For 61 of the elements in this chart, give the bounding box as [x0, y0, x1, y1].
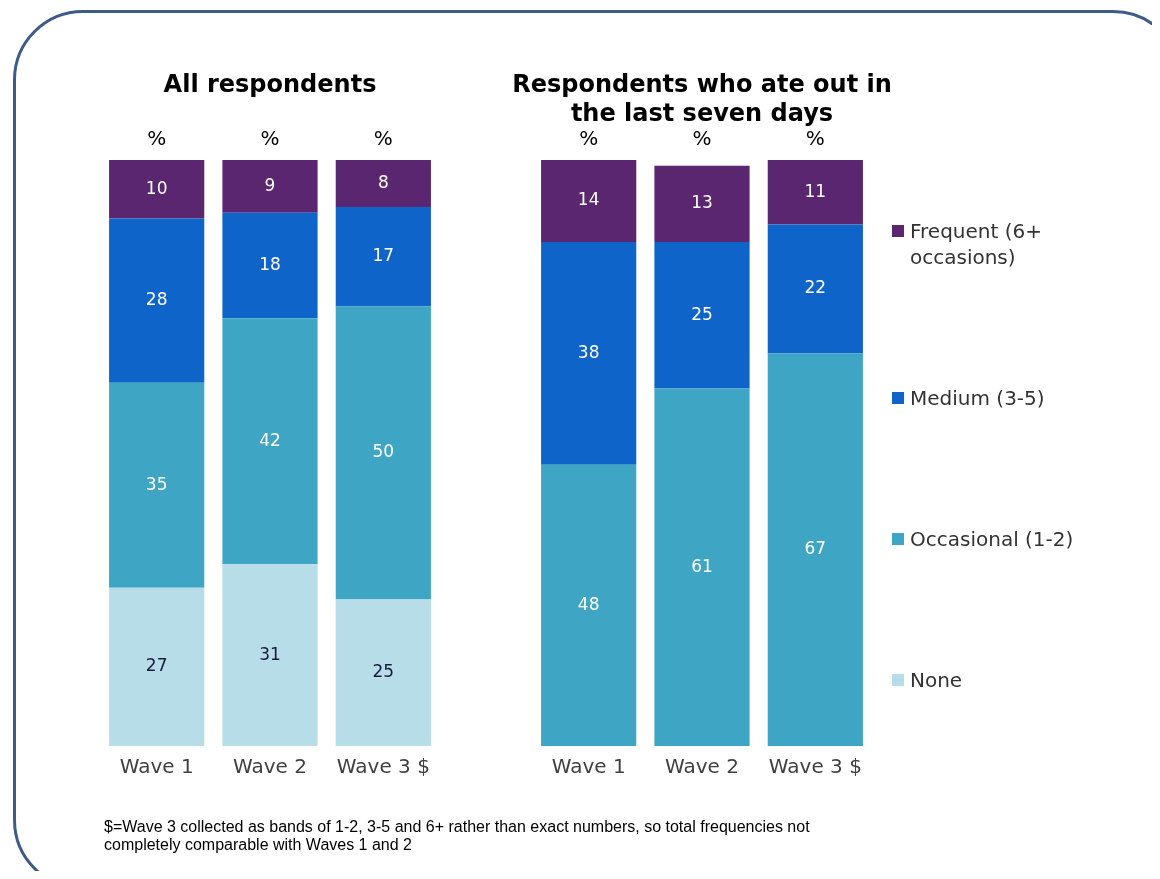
x-tick-label: Wave 1: [119, 754, 194, 779]
x-tick-label: Wave 2: [665, 754, 739, 779]
data-label: 31: [259, 643, 281, 664]
text: %: [260, 126, 280, 151]
data-label: 9: [264, 174, 276, 195]
x-tick-label: Wave 1: [551, 754, 626, 779]
chart-title: Respondents who ate out in the last seven days: [512, 70, 892, 129]
legend-label: Medium (3-5): [910, 384, 1045, 411]
bar: [109, 587, 205, 746]
bar: [335, 206, 431, 307]
bar: [222, 160, 318, 213]
text: %: [805, 126, 825, 151]
text: %: [692, 126, 712, 151]
bar: [654, 242, 750, 389]
data-label: 42: [259, 429, 281, 450]
data-label: 48: [577, 593, 600, 614]
data-label: 25: [372, 661, 395, 682]
data-label: 14: [577, 189, 600, 210]
bar: [654, 165, 750, 243]
legend-label: Occasional (1-2): [910, 525, 1074, 552]
data-label: 18: [259, 253, 281, 274]
x-tick-label: Wave 2: [233, 754, 307, 779]
data-label: 27: [145, 655, 168, 676]
data-label: 8: [377, 171, 389, 192]
data-label: 11: [804, 180, 827, 201]
bar: [541, 464, 637, 746]
data-label: 38: [577, 341, 600, 362]
data-label: 10: [145, 177, 168, 198]
data-label: 67: [804, 538, 827, 559]
bar: [541, 160, 637, 243]
x-tick-label: Wave 3 $: [768, 754, 862, 779]
data-label: 25: [691, 303, 713, 324]
bar: [222, 212, 318, 319]
bar: [767, 224, 863, 354]
y-axis-title: %: [147, 126, 167, 151]
data-label: 22: [804, 277, 827, 298]
data-label: 35: [145, 473, 168, 494]
data-label: 17: [372, 245, 395, 266]
bar: [767, 160, 863, 225]
bar: [109, 382, 205, 588]
bar: [222, 318, 318, 565]
bar: [109, 160, 205, 219]
data-label: 61: [691, 555, 713, 576]
x-tick-label: Wave 3 $: [336, 754, 430, 779]
y-axis-title: %: [579, 126, 599, 151]
legend-label: None: [910, 666, 963, 693]
bar: [222, 564, 318, 746]
bar: [109, 218, 205, 383]
bar: [335, 306, 431, 600]
data-label: 13: [691, 192, 713, 213]
legend-label: Frequent (6+ occasions): [910, 217, 1043, 270]
bar: [767, 353, 863, 746]
data-label: 28: [145, 289, 168, 310]
data-label: 50: [372, 441, 395, 462]
chart-title: All respondents: [163, 70, 377, 98]
bar: [335, 599, 431, 746]
text: $=Wave 3 collected as bands of 1-2, 3-5 and 6+ rather than exact numbers, so total frequencies not completely comparable with Waves 1 and 2: [104, 818, 811, 854]
bar: [541, 242, 637, 465]
text: %: [373, 126, 393, 151]
bar: [335, 160, 431, 207]
bar: [654, 388, 750, 746]
